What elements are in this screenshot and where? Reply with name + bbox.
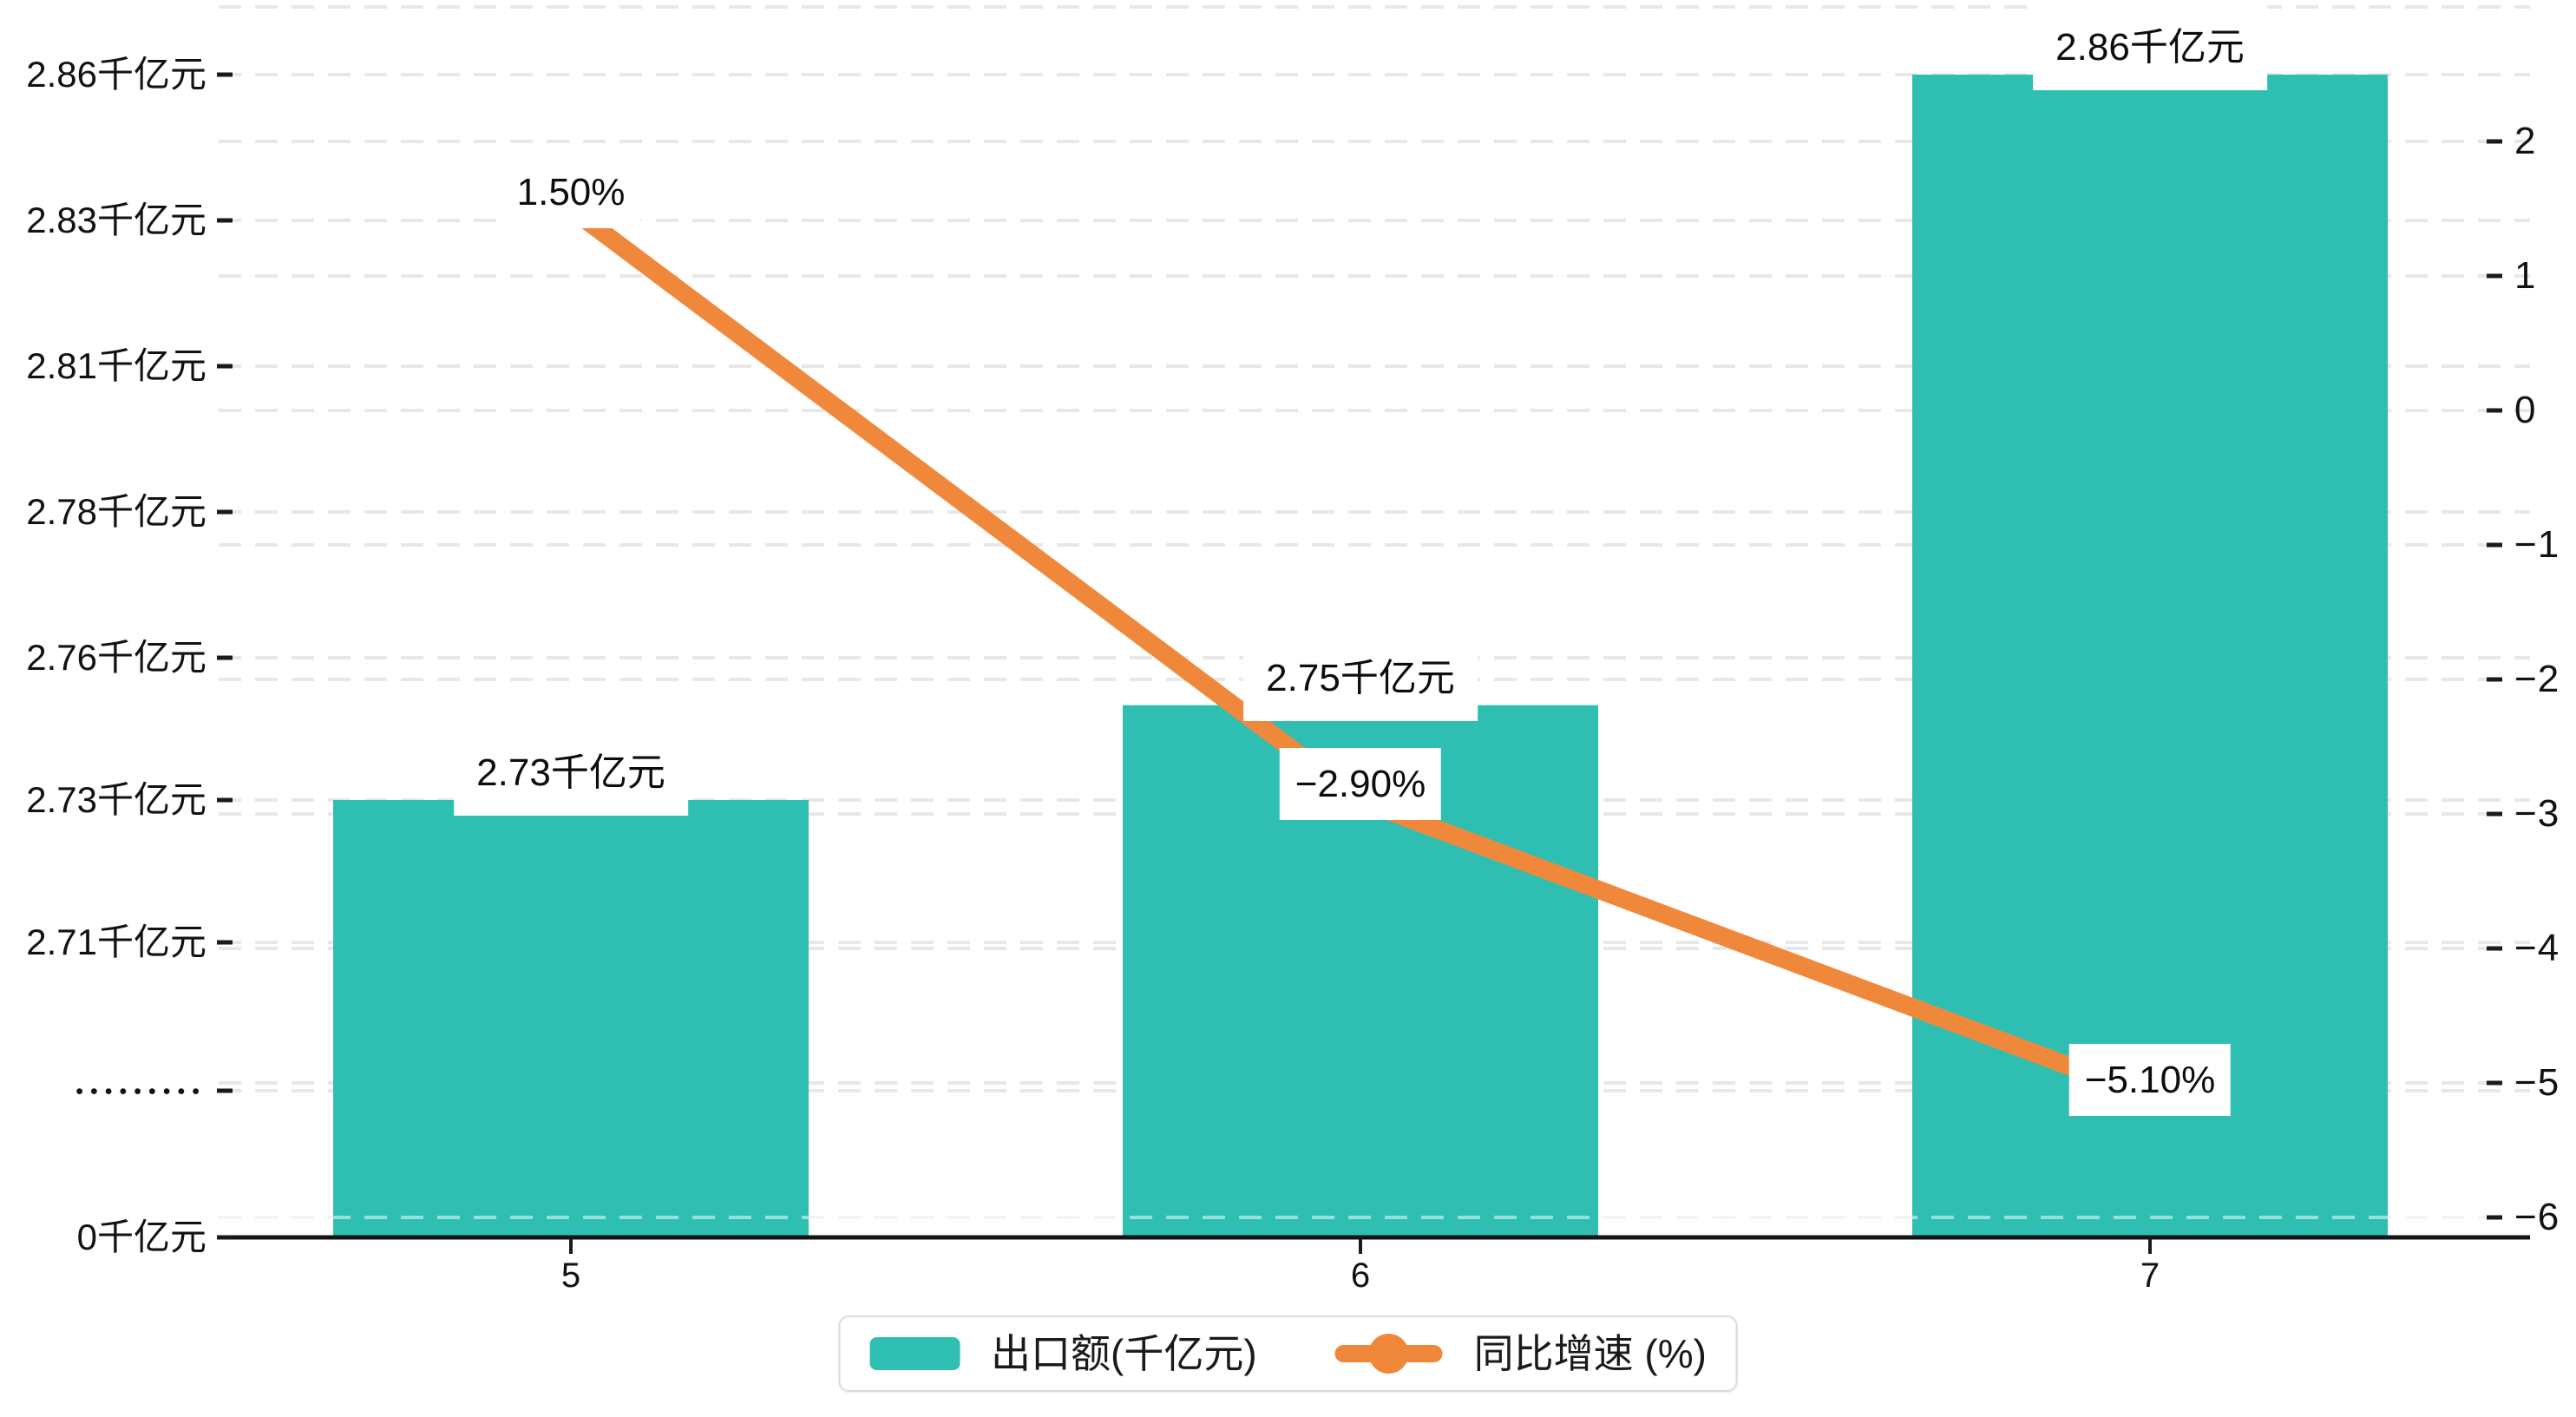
legend-label-export: 出口额(千亿元) <box>991 1331 1257 1376</box>
legend-item-export[interactable]: 出口额(千亿元) <box>869 1330 1257 1377</box>
bar-month-7[interactable] <box>1912 75 2388 1236</box>
legend-label-growth: 同比增速 (%) <box>1473 1331 1707 1376</box>
legend-item-growth[interactable]: 同比增速 (%) <box>1334 1330 1707 1377</box>
bar-series-swatch-icon <box>869 1337 960 1370</box>
bar-month-6[interactable] <box>1123 705 1598 1236</box>
legend: 出口额(千亿元) 同比增速 (%) <box>838 1315 1738 1392</box>
bar-month-5[interactable] <box>333 800 809 1236</box>
line-series-swatch-icon <box>1334 1333 1443 1374</box>
